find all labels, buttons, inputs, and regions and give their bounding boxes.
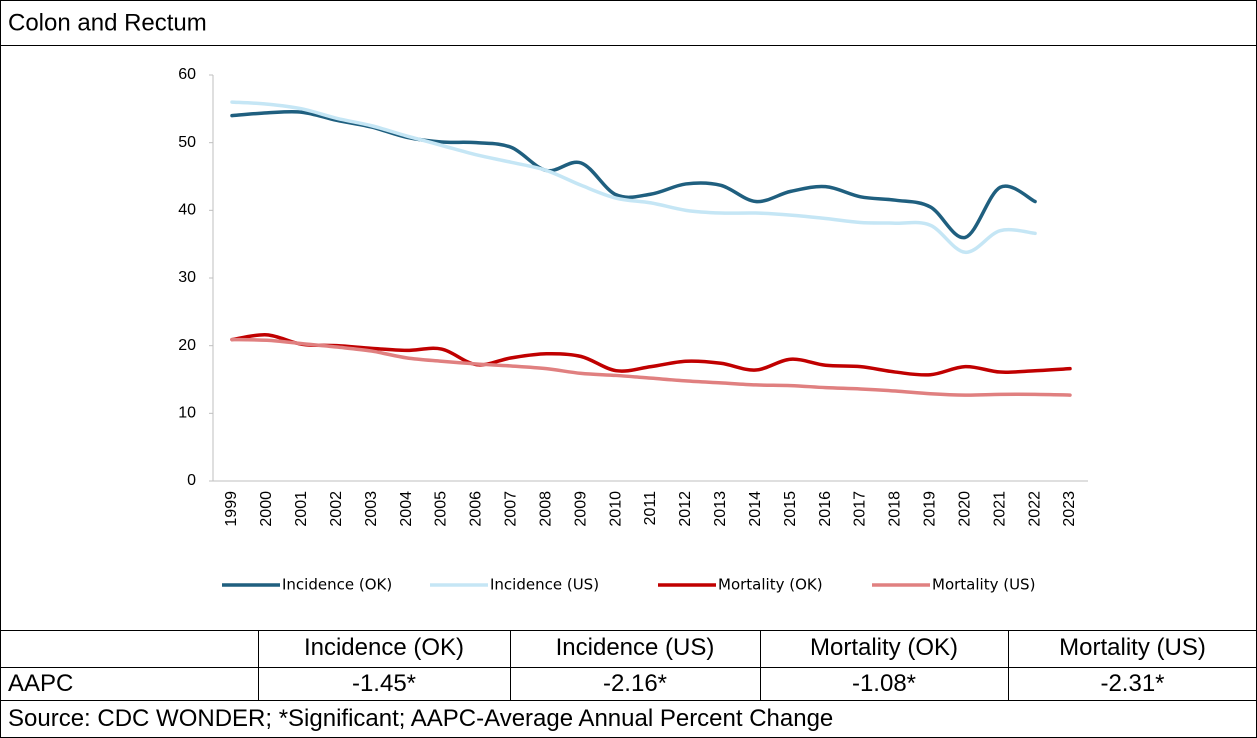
table-cell: -1.08* xyxy=(851,670,917,697)
table-cell: -1.45* xyxy=(351,670,417,697)
x-tick-label: 2023 xyxy=(1061,491,1078,527)
series-line xyxy=(230,337,1072,397)
table-header: Mortality (OK) xyxy=(809,634,958,661)
table-header: Mortality (US) xyxy=(1059,634,1206,661)
series-line xyxy=(230,100,1037,255)
x-tick-label: 2014 xyxy=(747,491,764,527)
legend-label: Incidence (US) xyxy=(490,576,599,594)
x-tick-label: 2013 xyxy=(712,491,729,527)
table-header: Incidence (US) xyxy=(555,634,715,661)
x-tick-label: 2001 xyxy=(293,491,310,527)
legend-label: Mortality (OK) xyxy=(718,576,823,594)
x-tick-label: 2021 xyxy=(991,491,1008,527)
x-tick-label: 2000 xyxy=(258,491,275,527)
y-tick-label: 50 xyxy=(178,134,196,151)
table-header: Incidence (OK) xyxy=(303,634,465,661)
series-line xyxy=(230,109,1037,240)
source-note: Source: CDC WONDER; *Significant; AAPC-A… xyxy=(8,705,834,732)
x-tick-label: 2004 xyxy=(398,491,415,527)
chart-title: Colon and Rectum xyxy=(8,9,207,36)
table-cell: -2.16* xyxy=(602,670,668,697)
x-tick-label: 2017 xyxy=(852,491,869,527)
row-label: AAPC xyxy=(8,670,74,697)
x-tick-label: 2015 xyxy=(782,491,799,527)
x-tick-label: 2009 xyxy=(572,491,589,527)
legend-label: Incidence (OK) xyxy=(282,576,392,594)
legend-label: Mortality (US) xyxy=(932,576,1035,594)
y-tick-label: 20 xyxy=(178,337,196,354)
x-tick-label: 2012 xyxy=(677,491,694,527)
x-tick-label: 2022 xyxy=(1026,491,1043,527)
x-tick-label: 2010 xyxy=(607,491,624,527)
x-tick-label: 2008 xyxy=(537,491,554,527)
y-tick-label: 30 xyxy=(178,269,196,286)
x-tick-label: 2011 xyxy=(642,491,659,526)
x-tick-label: 2002 xyxy=(328,491,345,527)
series-line xyxy=(230,333,1072,377)
x-tick-label: 2016 xyxy=(817,491,834,527)
y-tick-label: 60 xyxy=(178,66,196,83)
x-tick-label: 2007 xyxy=(503,491,520,527)
table-cell: -2.31* xyxy=(1100,670,1165,697)
y-tick-label: 10 xyxy=(178,405,196,422)
x-tick-label: 1999 xyxy=(223,491,240,527)
x-tick-label: 2018 xyxy=(887,491,904,527)
x-tick-label: 2020 xyxy=(956,491,973,527)
x-tick-label: 2019 xyxy=(922,491,939,527)
x-tick-label: 2003 xyxy=(363,491,380,527)
y-tick-label: 0 xyxy=(187,472,196,489)
y-tick-label: 40 xyxy=(178,202,196,219)
x-tick-label: 2006 xyxy=(468,491,485,527)
x-tick-label: 2005 xyxy=(433,491,450,527)
